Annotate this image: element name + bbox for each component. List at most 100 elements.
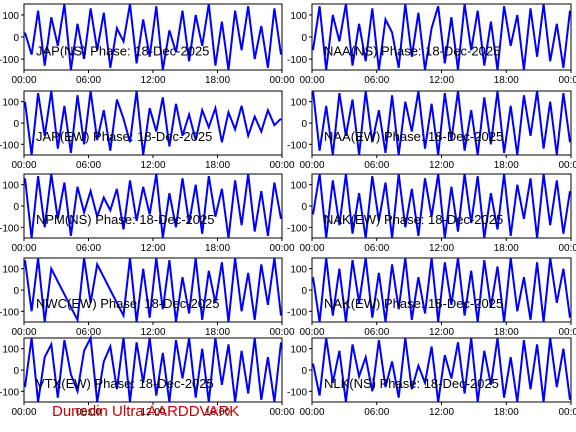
x-tick-label: 12:00 — [140, 327, 165, 338]
phase-panel: 100 0 -100 00:00 06:00 12:00 18:00 00:00 VTX(EW)… — [0, 334, 295, 418]
x-tick-label: 12:00 — [140, 407, 165, 418]
phase-panel: 100 0 -100 00:00 06:00 12:00 18:00 00:00 JAP(EW)… — [0, 90, 295, 171]
x-tick-label: 00:00 — [269, 327, 294, 338]
x-tick-label: 00:00 — [269, 243, 294, 254]
x-tick-label: 06:00 — [364, 75, 389, 86]
y-tick-label: 100 — [290, 181, 307, 192]
y-tick-label: -100 — [287, 55, 307, 66]
y-tick-label: -100 — [287, 223, 307, 234]
phase-series-line — [312, 3, 571, 71]
x-tick-label: 06:00 — [76, 407, 101, 418]
y-tick-label: 100 — [2, 345, 19, 356]
x-tick-label: 18:00 — [494, 407, 519, 418]
x-tick-label: 18:00 — [205, 407, 230, 418]
x-tick-label: 18:00 — [205, 160, 230, 171]
panel-title: NAA(EW) Phase: 18-Dec-2025 — [324, 129, 503, 144]
y-tick-label: 0 — [301, 202, 307, 213]
y-tick-label: 0 — [13, 33, 19, 44]
phase-series-line — [24, 173, 282, 239]
x-tick-label: 00:00 — [11, 160, 36, 171]
panel-title: NPM(NS) Phase: 18-Dec-2025 — [36, 212, 214, 227]
x-tick-label: 12:00 — [429, 160, 454, 171]
phase-panel: 100 0 -100 00:00 06:00 12:00 18:00 00:00 NAK(EW)… — [287, 257, 576, 338]
y-tick-label: -100 — [287, 307, 307, 318]
y-tick-label: 0 — [301, 119, 307, 130]
x-tick-label: 18:00 — [494, 75, 519, 86]
y-tick-label: 100 — [2, 181, 19, 192]
x-tick-label: 00:00 — [269, 160, 294, 171]
y-tick-label: -100 — [0, 307, 19, 318]
y-tick-label: 100 — [2, 11, 19, 22]
panel-title: NWC(EW) Phase: 18-Dec-2025 — [36, 296, 220, 311]
panel-title: NAK(EW) Phase: 18-Dec-2025 — [324, 296, 503, 311]
phase-series-line — [312, 90, 571, 156]
x-tick-label: 00:00 — [11, 327, 36, 338]
x-tick-label: 12:00 — [429, 243, 454, 254]
panel-title: NAA(NS) Phase: 18-Dec-2025 — [324, 43, 500, 58]
y-tick-label: -100 — [0, 223, 19, 234]
y-tick-label: 100 — [2, 98, 19, 109]
y-tick-label: 100 — [290, 11, 307, 22]
phase-series-line — [24, 3, 282, 71]
x-tick-label: 12:00 — [140, 243, 165, 254]
x-tick-label: 06:00 — [76, 160, 101, 171]
panel-title: JAP(NS) Phase: 18-Dec-2025 — [36, 43, 209, 58]
x-tick-label: 06:00 — [364, 327, 389, 338]
y-tick-label: 0 — [13, 119, 19, 130]
x-tick-label: 06:00 — [76, 327, 101, 338]
x-tick-label: 00:00 — [269, 75, 294, 86]
phase-series-line — [312, 257, 571, 323]
x-tick-label: 00:00 — [299, 160, 324, 171]
x-tick-label: 18:00 — [494, 243, 519, 254]
phase-panel: 100 0 -100 00:00 06:00 12:00 18:00 00:00 NPM(NS)… — [0, 173, 295, 254]
phase-series-line — [24, 334, 282, 403]
phase-panel: 100 0 -100 00:00 06:00 12:00 18:00 00:00 JAP(NS)… — [0, 3, 295, 86]
x-tick-label: 12:00 — [140, 75, 165, 86]
x-tick-label: 00:00 — [11, 407, 36, 418]
phase-panel: 100 0 -100 00:00 06:00 12:00 18:00 00:00 NAK(EW)… — [287, 173, 576, 254]
phase-panel: 100 0 -100 00:00 06:00 12:00 18:00 00:00 NAA(NS)… — [287, 3, 576, 86]
x-tick-label: 12:00 — [140, 160, 165, 171]
x-tick-label: 06:00 — [364, 160, 389, 171]
panel-title: JAP(EW) Phase: 18-Dec-2025 — [36, 129, 212, 144]
x-tick-label: 12:00 — [429, 327, 454, 338]
y-tick-label: 100 — [290, 265, 307, 276]
x-tick-label: 18:00 — [205, 75, 230, 86]
y-tick-label: -100 — [0, 55, 19, 66]
y-tick-label: 0 — [13, 366, 19, 377]
x-tick-label: 12:00 — [429, 407, 454, 418]
y-tick-label: -100 — [0, 387, 19, 398]
x-tick-label: 00:00 — [558, 160, 576, 171]
x-tick-label: 12:00 — [429, 75, 454, 86]
x-tick-label: 00:00 — [558, 407, 576, 418]
x-tick-label: 00:00 — [558, 243, 576, 254]
phase-series-line — [312, 337, 571, 403]
footer-label: Dunedin Ultra AARDDVARK — [52, 403, 240, 420]
x-tick-label: 06:00 — [76, 243, 101, 254]
panel-title: NLK(NS) Phase: 18-Dec-2025 — [324, 376, 499, 391]
x-tick-label: 18:00 — [205, 243, 230, 254]
y-tick-label: -100 — [287, 140, 307, 151]
x-tick-label: 06:00 — [76, 75, 101, 86]
y-tick-label: 0 — [301, 286, 307, 297]
y-tick-label: -100 — [287, 387, 307, 398]
x-tick-label: 00:00 — [299, 243, 324, 254]
x-tick-label: 00:00 — [269, 407, 294, 418]
x-tick-label: 00:00 — [11, 243, 36, 254]
y-tick-label: -100 — [0, 140, 19, 151]
x-tick-label: 00:00 — [299, 327, 324, 338]
x-tick-label: 00:00 — [558, 327, 576, 338]
panel-title: VTX(EW) Phase: 18-Dec-2025 — [36, 376, 214, 391]
plot-frame — [311, 337, 572, 403]
panel-title: NAK(EW) Phase: 18-Dec-2025 — [324, 212, 503, 227]
x-tick-label: 06:00 — [364, 243, 389, 254]
y-tick-label: 0 — [13, 286, 19, 297]
y-tick-label: 100 — [290, 98, 307, 109]
phase-series-line — [24, 90, 282, 156]
x-tick-label: 00:00 — [299, 75, 324, 86]
x-tick-label: 00:00 — [299, 407, 324, 418]
x-tick-label: 00:00 — [558, 75, 576, 86]
y-tick-label: 100 — [2, 265, 19, 276]
y-tick-label: 100 — [290, 345, 307, 356]
x-tick-label: 18:00 — [494, 160, 519, 171]
